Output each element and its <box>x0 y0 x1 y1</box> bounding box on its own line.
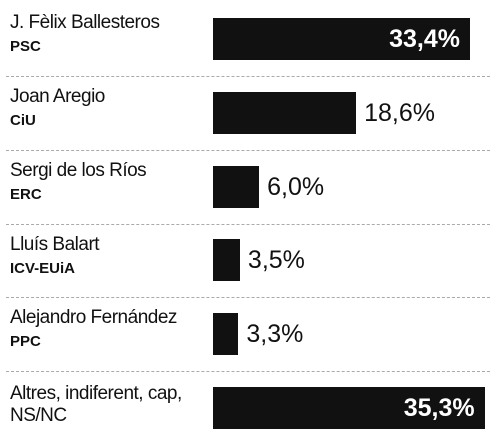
category-label: J. Fèlix Ballesteros <box>10 12 160 33</box>
value-label: 18,6% <box>364 98 435 127</box>
value-label: 33,4% <box>389 24 460 53</box>
separator <box>6 75 490 77</box>
separator <box>6 223 490 225</box>
category-label: Altres, indiferent, cap, NS/NC <box>10 383 182 427</box>
bar <box>213 17 470 60</box>
value-label: 3,5% <box>247 246 305 275</box>
bar <box>213 387 485 430</box>
bar <box>213 165 260 208</box>
bar <box>213 239 240 282</box>
separator <box>6 297 490 299</box>
party-label: ERC <box>10 185 42 203</box>
value-label: 35,3% <box>403 394 475 423</box>
party-label: CiU <box>10 111 36 129</box>
party-label: PSC <box>10 38 41 55</box>
category-label: Lluís Balart <box>10 233 100 255</box>
separator <box>6 149 490 151</box>
category-label: Alejandro Fernández <box>10 307 177 329</box>
category-label: Sergi de los Ríos <box>10 159 147 181</box>
category-label: Joan Aregio <box>10 85 105 107</box>
party-label: PPC <box>10 333 41 351</box>
value-label: 3,3% <box>246 320 304 349</box>
value-label: 6,0% <box>267 172 325 201</box>
party-label: ICV-EUiA <box>10 259 76 277</box>
bar <box>213 91 357 134</box>
bar <box>213 313 239 356</box>
separator <box>6 371 490 373</box>
